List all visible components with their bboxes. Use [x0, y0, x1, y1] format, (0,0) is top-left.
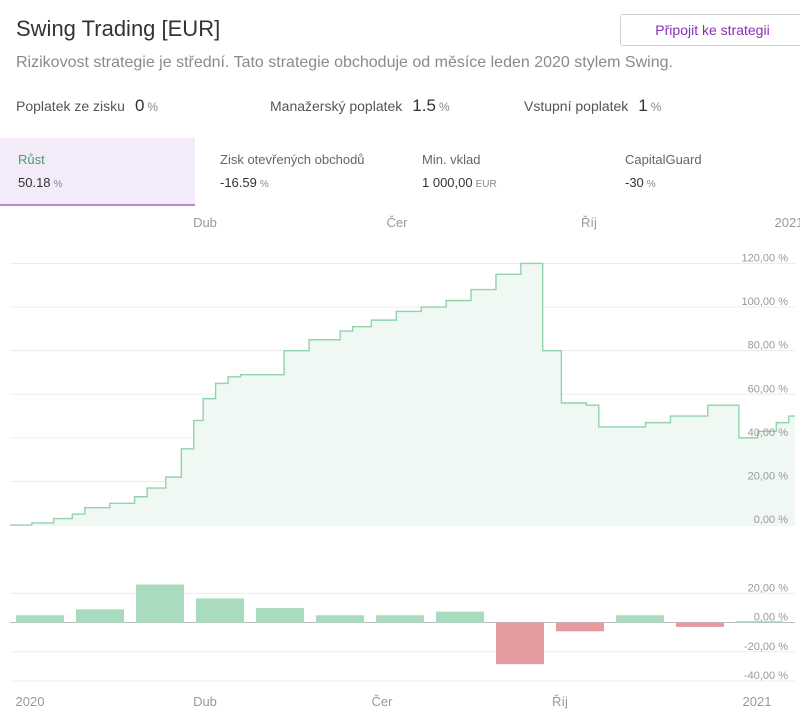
stats-tabs: Růst 50.18% Zisk otevřených obchodů -16.… — [0, 138, 800, 206]
stat-value: 1 000,00 — [422, 175, 473, 190]
fee-label: Manažerský poplatek — [270, 98, 403, 114]
monthly-bar[interactable] — [136, 584, 184, 623]
y-tick-label: 80,00 % — [748, 340, 789, 352]
monthly-bar[interactable] — [616, 615, 664, 623]
stat-value: -16.59 — [220, 175, 257, 190]
monthly-bar[interactable] — [736, 621, 783, 623]
monthly-bar[interactable] — [196, 598, 244, 623]
stat-unit: % — [53, 179, 63, 190]
fee-entry: Vstupní poplatek 1% — [524, 96, 661, 116]
monthly-bar[interactable] — [16, 615, 64, 623]
y-tick-label: 0,00 % — [754, 514, 788, 526]
stat-label: CapitalGuard — [625, 152, 702, 167]
monthly-bar[interactable] — [556, 622, 604, 632]
monthly-bar[interactable] — [676, 622, 724, 627]
stat-label: Růst — [18, 152, 45, 167]
stat-unit: % — [646, 179, 656, 190]
fee-unit: % — [438, 100, 450, 114]
y-tick-label: 40,00 % — [748, 427, 789, 439]
y-tick-label: 60,00 % — [748, 383, 789, 395]
bottom-axis-label: Říj — [552, 694, 568, 709]
monthly-bar[interactable] — [256, 607, 304, 623]
fee-label: Poplatek ze zisku — [16, 98, 125, 114]
bottom-date-axis: 2020 Dub Čer Říj 2021 — [16, 694, 772, 709]
tab-capitalguard[interactable]: CapitalGuard -30% — [625, 138, 795, 206]
y-tick-label: 20,00 % — [748, 470, 789, 482]
bottom-axis-label: Čer — [372, 694, 394, 709]
fee-value: 0 — [134, 96, 145, 115]
monthly-grid — [10, 592, 795, 682]
stat-label: Zisk otevřených obchodů — [220, 152, 365, 167]
monthly-bar[interactable] — [316, 615, 364, 623]
growth-area-plot — [10, 262, 795, 526]
fees-row: Poplatek ze zisku 0% Manažerský poplatek 1… — [0, 96, 800, 118]
fee-performance: Poplatek ze zisku 0% — [16, 96, 158, 116]
growth-line — [10, 262, 795, 526]
monthly-bar[interactable] — [436, 611, 484, 623]
stat-unit: EUR — [475, 179, 497, 190]
growth-area-fill — [10, 263, 795, 526]
top-axis-label: Čer — [387, 215, 409, 230]
monthly-y-axis: 20,00 % 0,00 % -20,00 % -40,00 % — [744, 582, 788, 682]
monthly-bar[interactable] — [376, 615, 424, 623]
tab-growth[interactable]: Růst 50.18% — [0, 138, 195, 206]
stat-value: -30 — [625, 175, 644, 190]
y-tick-label: 0,00 % — [754, 612, 788, 624]
top-axis-label: 2021 — [775, 215, 800, 230]
connect-strategy-button[interactable]: Připojit ke strategii — [620, 14, 800, 46]
tab-min-deposit[interactable]: Min. vklad 1 000,00 EUR — [422, 138, 602, 206]
tab-open-profit[interactable]: Zisk otevřených obchodů -16.59% — [220, 138, 400, 206]
fee-value: 1 — [638, 96, 648, 115]
fee-label: Vstupní poplatek — [524, 98, 629, 114]
bottom-axis-label: 2020 — [16, 694, 45, 709]
top-axis-label: Říj — [581, 215, 597, 230]
strategy-title: Swing Trading [EUR] — [16, 16, 221, 41]
fee-value: 1.5 — [412, 96, 436, 115]
fee-unit: % — [650, 100, 662, 114]
stat-value: 50.18 — [18, 175, 51, 190]
y-tick-label: 20,00 % — [748, 582, 789, 594]
stat-unit: % — [259, 179, 269, 190]
top-date-axis: Dub Čer Říj 2021 — [193, 215, 800, 230]
stat-label: Min. vklad — [422, 152, 481, 167]
top-axis-label: Dub — [193, 215, 217, 230]
y-tick-label: 100,00 % — [742, 296, 789, 308]
bottom-axis-label: 2021 — [743, 694, 772, 709]
monthly-bar[interactable] — [496, 622, 544, 665]
y-tick-label: 120,00 % — [742, 252, 789, 264]
growth-y-axis: 120,00 % 100,00 % 80,00 % 60,00 % 40,00 % 20,… — [742, 252, 789, 526]
monthly-bars — [16, 584, 783, 665]
monthly-bar[interactable] — [76, 609, 124, 623]
bottom-axis-label: Dub — [193, 694, 217, 709]
y-tick-label: -20,00 % — [744, 641, 788, 653]
y-tick-label: -40,00 % — [744, 670, 788, 682]
fee-unit: % — [147, 100, 159, 114]
fee-management: Manažerský poplatek 1.5% — [270, 96, 450, 116]
strategy-subtitle: Rizikovost strategie je střední. Tato st… — [16, 54, 673, 71]
growth-charts: Dub Čer Říj 2021 120,00 % 100,00 % 80,00 % 60,… — [10, 215, 800, 709]
